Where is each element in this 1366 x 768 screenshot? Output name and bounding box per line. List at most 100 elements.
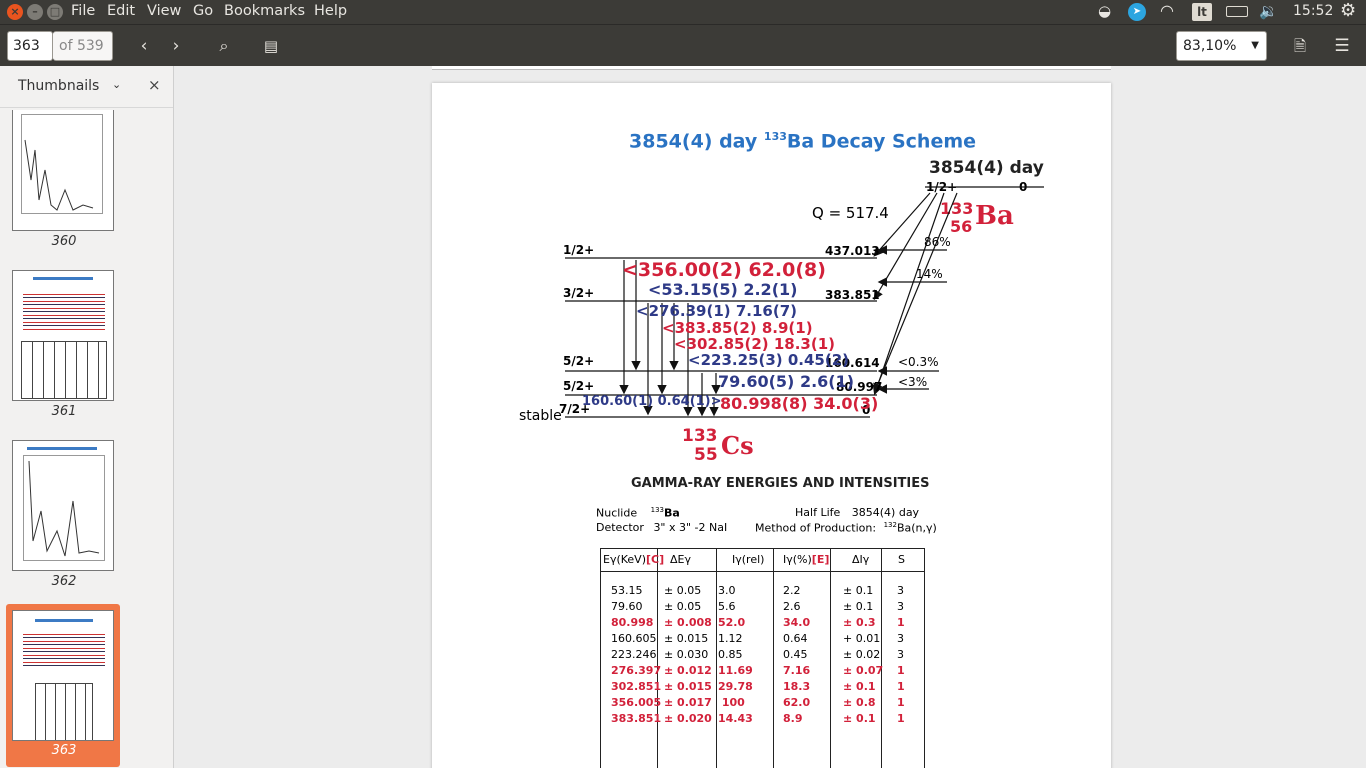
maximize-window-button[interactable]: □ <box>47 4 63 20</box>
annotations-button[interactable]: ▤ <box>263 37 279 55</box>
document-viewport[interactable]: 3854(4) day 1 3 3 Ba Decay Scheme 3854(4) d… <box>175 66 1366 768</box>
gamma-label-text: 160.60(1) 0.64(1) <box>582 394 711 409</box>
gamma-label-text: 302.85(2) 18.3(1) <box>686 335 835 353</box>
thumbnail-page[interactable] <box>12 110 114 231</box>
thumbnail-page[interactable] <box>12 270 114 401</box>
table-cell: 3 <box>897 584 904 597</box>
table-cell: ± 0.07 <box>843 664 884 677</box>
gamma-label-text: 356.00(2) 62.0(8) <box>637 259 826 281</box>
table-cell: 356.005 <box>611 696 662 709</box>
gamma-label: 160.60(1) 0.64(1)> <box>582 394 722 409</box>
level-energy: 80.997 <box>836 380 883 394</box>
gamma-label-text: 383.85(2) 8.9(1) <box>674 319 813 337</box>
parent-nuclide-symbol: Ba <box>975 201 1014 231</box>
table-cell: 11.69 <box>718 664 753 677</box>
next-page-button[interactable]: › <box>172 36 180 56</box>
table-cell: 79.60 <box>611 600 643 613</box>
halflife-value: 3854(4) day <box>851 506 920 519</box>
scheme-title-text: Ba Decay Scheme <box>786 130 977 153</box>
table-cell: 383.851 <box>611 712 662 725</box>
close-window-button[interactable]: × <box>7 4 23 20</box>
daughter-nuclide-z: 55 <box>694 445 718 465</box>
sidebar-title[interactable]: Thumbnails <box>18 78 100 94</box>
table-cell: ± 0.1 <box>843 712 876 725</box>
table-frame <box>600 548 925 768</box>
table-cell: 302.851 <box>611 680 662 693</box>
table-cell: 3 <box>897 648 904 661</box>
halflife-info: Half Life 3854(4) day <box>795 506 919 519</box>
hamburger-menu-icon[interactable]: ☰ <box>1334 36 1350 56</box>
thumbnail-label: 363 <box>51 743 77 758</box>
thumbnail-label: 360 <box>51 234 77 249</box>
scheme-title-text: 3854(4) day <box>629 130 764 153</box>
minimize-window-button[interactable]: – <box>27 4 43 20</box>
table-cell: 0.85 <box>718 648 743 661</box>
menu-file[interactable]: File <box>71 3 96 19</box>
previous-page-button[interactable]: ‹ <box>140 36 148 56</box>
thumbnail-selected-highlight[interactable]: 363 <box>6 604 120 767</box>
keyboard-layout-indicator[interactable]: lt <box>1192 3 1212 21</box>
column-header-pct-intensity: Iγ(%)[E] <box>783 553 829 566</box>
nuclide-info: Nuclide 133Ba <box>596 506 680 520</box>
detector-value: 3" x 3" -2 NaI <box>653 521 728 534</box>
gamma-label: <356.00(2) 62.0(8) <box>622 259 826 281</box>
column-header-s: S <box>898 553 905 566</box>
table-cell: 2.6 <box>783 600 801 613</box>
thumbnails-sidebar: Thumbnails ⌄ × 360 361 362 363 <box>0 66 174 768</box>
menu-help[interactable]: Help <box>314 3 348 19</box>
page-count-label: of 539 <box>53 31 113 61</box>
table-cell: 52.0 <box>718 616 746 629</box>
gamma-label: <53.15(5) 2.2(1) <box>648 280 798 299</box>
wifi-icon[interactable]: ◠ <box>1160 1 1174 20</box>
table-cell: ± 0.05 <box>664 584 702 597</box>
gamma-label: <223.25(3) 0.45(2) <box>688 351 849 369</box>
gamma-label: <302.85(2) 18.3(1) <box>674 335 835 353</box>
table-cell: ± 0.8 <box>843 696 876 709</box>
table-cell: 1 <box>897 664 905 677</box>
menu-go[interactable]: Go <box>193 3 214 19</box>
gamma-label-text: 80.998(8) 34.0(3) <box>720 394 879 413</box>
page-number-input[interactable] <box>7 31 53 61</box>
battery-icon[interactable] <box>1226 6 1248 17</box>
table-cell: 1 <box>897 680 905 693</box>
thumbnail-label: 362 <box>51 574 77 589</box>
column-header-text: Eγ(KeV) <box>603 553 647 566</box>
table-cell: 3.0 <box>718 584 736 597</box>
production-value: Ba(n,γ) <box>896 521 937 535</box>
thumbnail-label: 361 <box>51 404 77 419</box>
thumbnail-page[interactable] <box>12 440 114 571</box>
gamma-label-text: 223.25(3) 0.45(2) <box>700 351 849 369</box>
telegram-icon[interactable]: ➤ <box>1128 3 1146 21</box>
table-cell: + 0.01 <box>843 632 881 645</box>
previous-page-edge <box>432 66 1111 70</box>
menu-bookmarks[interactable]: Bookmarks <box>224 3 306 19</box>
volume-icon[interactable]: 🔉 <box>1259 2 1278 20</box>
halflife-label: Half Life <box>795 506 841 519</box>
document-properties-button[interactable]: 🗎 <box>1293 37 1307 55</box>
table-cell: 3 <box>897 600 904 613</box>
production-mass: 132 <box>883 521 897 529</box>
column-header-rel-intensity: Iγ(rel) <box>732 553 765 566</box>
table-cell: 1 <box>897 696 905 709</box>
menu-edit[interactable]: Edit <box>107 3 136 19</box>
table-title: GAMMA-RAY ENERGIES AND INTENSITIES <box>631 476 930 491</box>
sync-icon[interactable]: ◒ <box>1098 2 1112 20</box>
zoom-select[interactable]: 83,10% ▼ <box>1176 31 1267 61</box>
column-header-energy: Eγ(KeV)[C] <box>603 553 664 566</box>
settings-gear-icon[interactable]: ⚙ <box>1340 0 1357 21</box>
table-cell: 80.998 <box>611 616 654 629</box>
table-cell: ± 0.3 <box>843 616 876 629</box>
chevron-down-icon[interactable]: ⌄ <box>112 78 122 91</box>
table-cell: 34.0 <box>783 616 811 629</box>
parent-halflife: 3854(4) day <box>929 158 1044 178</box>
search-button[interactable]: ⌕ <box>219 36 229 55</box>
column-header-intensity-error: ΔIγ <box>852 553 870 566</box>
table-cell: 100 <box>718 696 745 709</box>
clock[interactable]: 15:52 <box>1293 3 1334 19</box>
thumbnail-page[interactable] <box>12 610 114 741</box>
gamma-label-text: 79.60(5) 2.6(1) <box>718 372 855 391</box>
menu-view[interactable]: View <box>147 3 182 19</box>
table-cell: 14.43 <box>718 712 753 725</box>
branch-ratio: <0.3% <box>898 355 939 369</box>
sidebar-close-button[interactable]: × <box>148 76 161 94</box>
